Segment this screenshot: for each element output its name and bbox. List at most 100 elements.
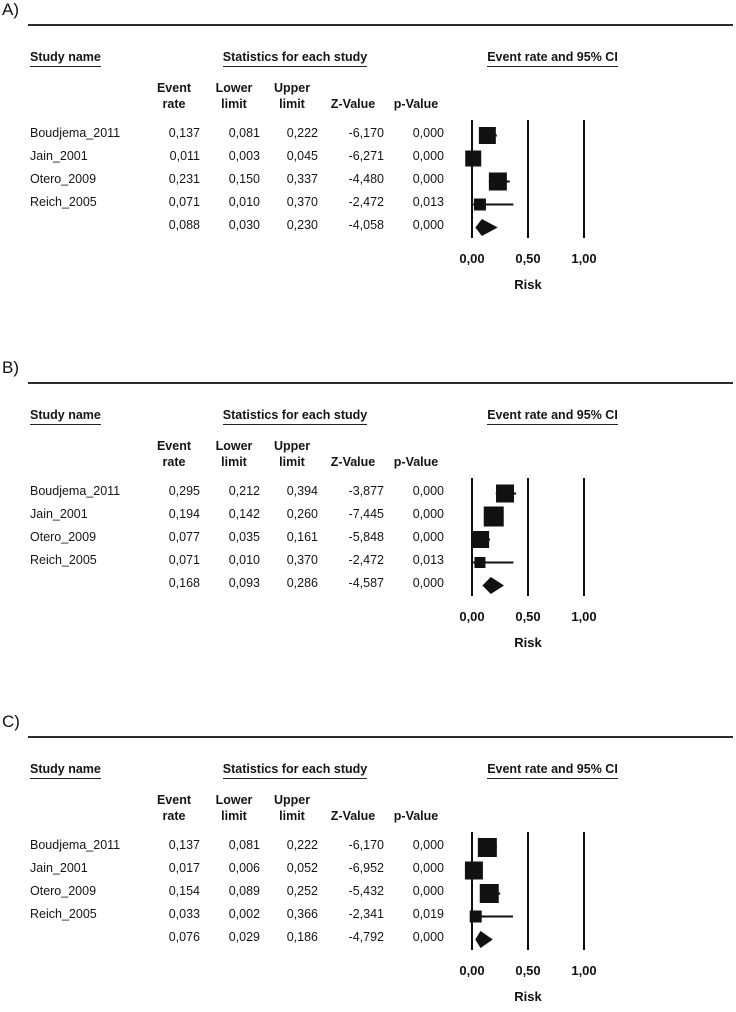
panel-a: A) Study name Statistics for each study …	[0, 0, 736, 300]
table-row: Boudjema_2011 0,295 0,212 0,394 -3,877 0,000	[0, 480, 460, 503]
p-value-cell: 0,000	[412, 218, 444, 232]
z-value-cell: -4,792	[348, 930, 384, 944]
study-name-cell: Boudjema_2011	[30, 484, 121, 498]
z-value-cell: -2,472	[348, 553, 384, 567]
study-name-cell: Otero_2009	[30, 884, 97, 898]
table-row: Jain_2001 0,194 0,142 0,260 -7,445 0,000	[0, 503, 460, 526]
z-value-cell: -6,170	[348, 126, 384, 140]
study-name-header: Study name	[30, 762, 101, 779]
panel-divider-line	[28, 24, 733, 26]
event-rate-ci-header: Event rate and 95% CI	[455, 408, 650, 425]
study-table-body: Boudjema_2011 0,295 0,212 0,394 -3,877 0,000 J…	[0, 480, 460, 595]
event-rate-cell: 0,194	[168, 507, 200, 521]
study-name-cell: Otero_2009	[30, 172, 97, 186]
effect-square	[483, 506, 504, 527]
effect-square	[472, 531, 490, 548]
panel-divider-line	[28, 382, 733, 384]
panel-b: B) Study name Statistics for each study …	[0, 358, 736, 658]
z-value-cell: -6,271	[348, 149, 384, 163]
upper-limit-cell: 0,230	[286, 218, 318, 232]
study-name-cell: Reich_2005	[30, 907, 97, 921]
p-value-cell: 0,013	[412, 195, 444, 209]
upper-limit-cell: 0,370	[286, 195, 318, 209]
study-name-cell	[30, 572, 148, 595]
upper-limit-cell: 0,252	[286, 884, 318, 898]
column-header-event-rate: Event rate	[156, 81, 192, 111]
p-value-cell: 0,000	[412, 149, 444, 163]
p-value-cell: 0,000	[412, 484, 444, 498]
summary-row: 0,076 0,029 0,186 -4,792 0,000	[0, 926, 460, 949]
study-name-cell: Boudjema_2011	[30, 126, 121, 140]
lower-limit-cell: 0,006	[228, 861, 260, 875]
lower-limit-cell: 0,029	[228, 930, 260, 944]
forest-plot: 0,00 0,50 1,00 Risk	[459, 832, 597, 1004]
z-value-cell: -4,480	[348, 172, 384, 186]
effect-square	[469, 910, 482, 923]
event-rate-cell: 0,137	[168, 126, 200, 140]
z-value-cell: -5,848	[348, 530, 384, 544]
event-rate-cell: 0,011	[169, 149, 200, 163]
p-value-cell: 0,000	[412, 507, 444, 521]
z-value-cell: -6,170	[348, 838, 384, 852]
panel-label: A)	[2, 0, 19, 19]
lower-limit-cell: 0,081	[228, 838, 260, 852]
table-row: Otero_2009 0,154 0,089 0,252 -5,432 0,000	[0, 880, 460, 903]
panel-c: C) Study name Statistics for each study …	[0, 712, 736, 1012]
lower-limit-cell: 0,142	[228, 507, 260, 521]
table-row: Boudjema_2011 0,137 0,081 0,222 -6,170 0,000	[0, 834, 460, 857]
forest-plot: 0,00 0,50 1,00 Risk	[459, 120, 597, 292]
effect-square	[479, 884, 499, 903]
upper-limit-cell: 0,286	[286, 576, 318, 590]
event-rate-cell: 0,017	[168, 861, 200, 875]
effect-square	[474, 557, 486, 568]
event-rate-cell: 0,231	[168, 172, 200, 186]
upper-limit-cell: 0,222	[286, 126, 318, 140]
upper-limit-cell: 0,052	[286, 861, 318, 875]
axis-title: Risk	[514, 989, 542, 1004]
summary-row: 0,088 0,030 0,230 -4,058 0,000	[0, 214, 460, 237]
axis-tick-label: 1,00	[571, 251, 596, 266]
table-row: Otero_2009 0,231 0,150 0,337 -4,480 0,000	[0, 168, 460, 191]
lower-limit-cell: 0,002	[228, 907, 260, 921]
upper-limit-cell: 0,045	[286, 149, 318, 163]
upper-limit-cell: 0,161	[286, 530, 318, 544]
event-rate-cell: 0,154	[168, 884, 200, 898]
z-value-cell: -4,587	[348, 576, 384, 590]
event-rate-cell: 0,088	[168, 218, 200, 232]
p-value-cell: 0,000	[412, 838, 444, 852]
axis-tick-label: 0,00	[459, 251, 484, 266]
lower-limit-cell: 0,150	[228, 172, 260, 186]
lower-limit-cell: 0,089	[228, 884, 260, 898]
axis-tick-label: 1,00	[571, 609, 596, 624]
lower-limit-cell: 0,003	[228, 149, 260, 163]
lower-limit-cell: 0,081	[228, 126, 260, 140]
effect-square	[496, 484, 515, 503]
effect-square	[465, 150, 482, 167]
axis-title: Risk	[514, 635, 542, 650]
z-value-cell: -7,445	[348, 507, 384, 521]
upper-limit-cell: 0,394	[286, 484, 318, 498]
table-row: Reich_2005 0,071 0,010 0,370 -2,472 0,013	[0, 549, 460, 572]
study-name-cell: Jain_2001	[30, 149, 88, 163]
table-row: Reich_2005 0,071 0,010 0,370 -2,472 0,013	[0, 191, 460, 214]
study-name-cell: Reich_2005	[30, 553, 97, 567]
event-rate-cell: 0,033	[168, 907, 200, 921]
p-value-cell: 0,000	[412, 884, 444, 898]
axis-tick-label: 1,00	[571, 963, 596, 978]
z-value-cell: -3,877	[348, 484, 384, 498]
statistics-header: Statistics for each study	[180, 50, 410, 67]
study-name-cell: Otero_2009	[30, 530, 97, 544]
p-value-cell: 0,000	[412, 576, 444, 590]
upper-limit-cell: 0,260	[286, 507, 318, 521]
table-row: Otero_2009 0,077 0,035 0,161 -5,848 0,000	[0, 526, 460, 549]
event-rate-ci-header: Event rate and 95% CI	[455, 50, 650, 67]
event-rate-ci-header: Event rate and 95% CI	[455, 762, 650, 779]
statistics-header: Statistics for each study	[180, 408, 410, 425]
column-header-upper-limit: Upper limit	[273, 81, 311, 111]
p-value-cell: 0,000	[412, 172, 444, 186]
study-name-cell: Jain_2001	[30, 507, 88, 521]
event-rate-cell: 0,168	[168, 576, 200, 590]
table-row: Jain_2001 0,017 0,006 0,052 -6,952 0,000	[0, 857, 460, 880]
axis-tick-label: 0,00	[459, 963, 484, 978]
column-header-p-value: p-Value	[393, 97, 439, 111]
